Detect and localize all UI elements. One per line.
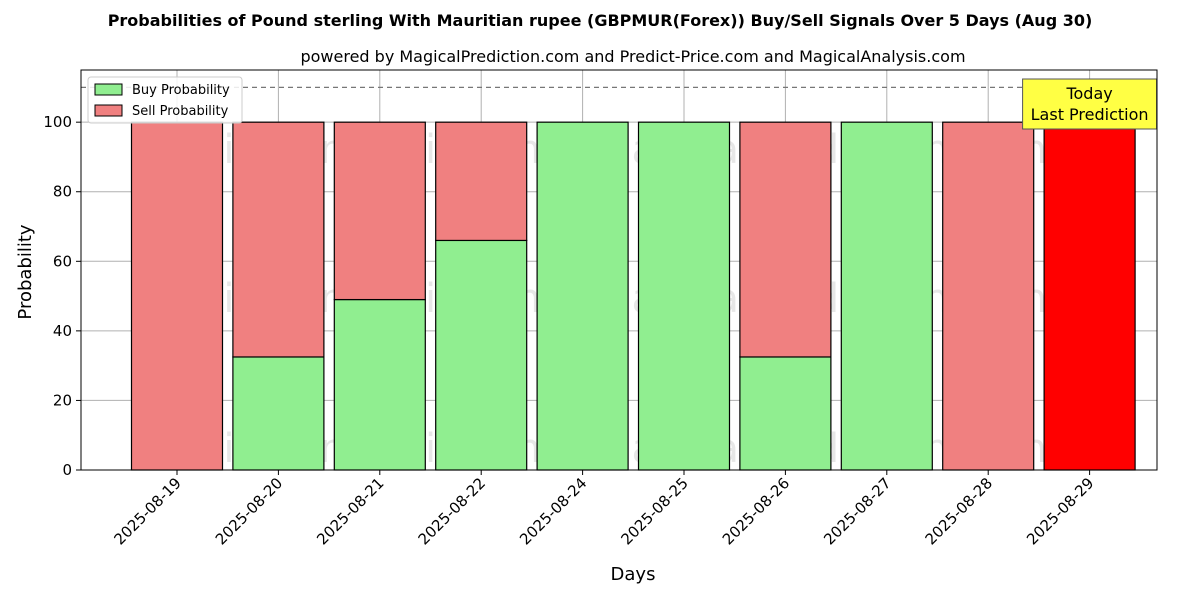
- x-axis: 2025-08-19 2025-08-20 2025-08-21 2025-08-22…: [110, 470, 1097, 548]
- y-tick-label: 80: [53, 183, 72, 201]
- x-tick-label: 2025-08-21: [313, 474, 387, 548]
- x-tick-label: 2025-08-20: [212, 474, 286, 548]
- annotation-line-2: Last Prediction: [1031, 105, 1149, 124]
- x-tick-label: 2025-08-26: [719, 474, 793, 548]
- bar-buy-2025-08-22: [435, 239, 528, 471]
- x-axis-label: Days: [611, 564, 656, 585]
- chart-title: Probabilities of Pound sterling With Mau…: [108, 11, 1093, 30]
- x-tick-label: 2025-08-25: [617, 474, 691, 548]
- legend-swatch-0: [94, 83, 123, 96]
- legend-label-0: Buy Probability: [132, 83, 230, 98]
- legend-label-1: Sell Probability: [132, 104, 229, 119]
- chart-subtitle: powered by MagicalPrediction.com and Pre…: [300, 47, 965, 66]
- x-tick-label: 2025-08-24: [516, 474, 590, 548]
- x-tick-label: 2025-08-19: [110, 474, 184, 548]
- annotation-line-1: Today: [1065, 84, 1112, 103]
- bar-sell-2025-08-22: [435, 121, 528, 242]
- plot-frame: [80, 69, 1158, 471]
- x-tick-label: 2025-08-29: [1023, 474, 1097, 548]
- y-tick-label: 40: [53, 322, 72, 340]
- bar-buy-2025-08-26: [739, 356, 832, 471]
- legend-box: [87, 76, 243, 124]
- y-tick-label: 100: [43, 113, 72, 131]
- y-tick-label: 20: [53, 391, 72, 409]
- bar-buy-2025-08-20: [232, 356, 325, 471]
- bar-sell-2025-08-19: [130, 121, 224, 471]
- y-tick-label: 60: [53, 252, 72, 270]
- bar-sell-2025-08-26: [739, 121, 832, 358]
- x-tick-label: 2025-08-27: [820, 474, 894, 548]
- annotation-box: [1022, 78, 1158, 130]
- bar-sell-2025-08-21: [333, 121, 426, 301]
- bar-buy-2025-08-27: [840, 121, 933, 471]
- legend: Buy Probability Sell Probability: [87, 76, 243, 124]
- bar-buy-2025-08-25: [637, 121, 731, 471]
- y-tick-label: 0: [62, 461, 72, 479]
- today-annotation: Today Last Prediction: [1022, 78, 1158, 130]
- bar-sell-2025-08-29: [1043, 121, 1136, 471]
- y-axis-label: Probability: [15, 224, 36, 319]
- bars-layer: [130, 121, 1136, 471]
- bar-buy-2025-08-24: [536, 121, 629, 471]
- bar-sell-2025-08-20: [232, 121, 325, 358]
- bar-buy-2025-08-21: [333, 298, 426, 471]
- x-tick-label: 2025-08-28: [922, 474, 996, 548]
- legend-swatch-1: [94, 104, 123, 117]
- bar-sell-2025-08-28: [942, 121, 1035, 471]
- x-tick-label: 2025-08-22: [415, 474, 489, 548]
- y-axis: 0 20 40 60 80 100: [43, 113, 81, 479]
